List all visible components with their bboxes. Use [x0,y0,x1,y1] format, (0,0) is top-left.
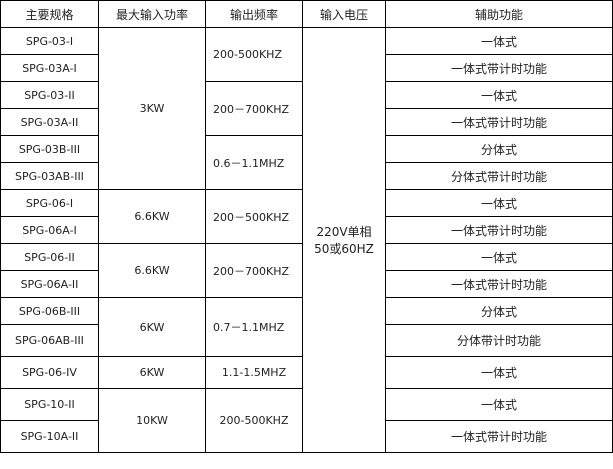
power-cell: 6KW [98,356,206,389]
frequency-cell: 200-500KHZ [205,388,303,453]
spec-cell: SPG-03A-I [0,54,99,82]
spec-cell: SPG-03AB-III [0,162,99,190]
table-row: SPG-06-IV 6KW 1.1-1.5MHZ 一体式 [0,356,613,389]
frequency-cell: 200－700KHZ [205,81,303,136]
header-spec: 主要规格 [0,0,99,28]
spec-cell: SPG-06B-III [0,297,99,325]
aux-cell: 一体式 [385,81,613,109]
aux-cell: 分体式 [385,297,613,325]
frequency-cell: 1.1-1.5MHZ [205,356,303,389]
spec-cell: SPG-03A-II [0,108,99,136]
power-cell: 6KW [98,297,206,357]
spec-cell: SPG-06A-II [0,270,99,298]
spec-cell: SPG-06-II [0,243,99,271]
spec-cell: SPG-03B-III [0,135,99,163]
table-row: SPG-06-I 6.6KW 200－500KHZ 一体式 [0,189,613,244]
table-row: SPG-06-II 6.6KW 200－700KHZ 一体式 [0,243,613,298]
table-row: SPG-03AB-III 分体式带计时功能 [0,162,613,190]
spec-cell: SPG-06A-I [0,216,99,244]
header-row: 主要规格 最大输入功率 输出频率 输入电压 辅助功能 [0,0,613,28]
aux-cell: 分体式带计时功能 [385,162,613,190]
spec-cell: SPG-06-I [0,189,99,217]
frequency-cell: 0.7－1.1MHZ [205,297,303,357]
aux-cell: 一体式 [385,388,613,421]
aux-cell: 一体式带计时功能 [385,270,613,298]
frequency-cell: 200－700KHZ [205,243,303,298]
aux-cell: 分体式 [385,135,613,163]
header-aux: 辅助功能 [385,0,613,28]
power-cell: 3KW [98,27,206,190]
spec-cell: SPG-06AB-III [0,324,99,357]
voltage-line1: 220V单相 [316,225,372,239]
aux-cell: 一体式带计时功能 [385,420,613,453]
voltage-cell: 220V单相 50或60HZ [302,27,386,453]
aux-cell: 一体式 [385,27,613,55]
table-row: SPG-06AB-III 分体带计时功能 [0,324,613,357]
voltage-line2: 50或60HZ [314,242,374,256]
table-row: SPG-03-II 200－700KHZ 一体式 [0,81,613,136]
spec-table: 主要规格 最大输入功率 输出频率 输入电压 辅助功能 SPG-03-I 3KW … [0,0,613,453]
aux-cell: 一体式带计时功能 [385,216,613,244]
table-row: SPG-03B-III 0.6－1.1MHZ 分体式 [0,135,613,190]
header-power: 最大输入功率 [98,0,206,28]
spec-cell: SPG-03-II [0,81,99,109]
table-row: SPG-03A-I 一体式带计时功能 [0,54,613,82]
table-row: SPG-06B-III 6KW 0.7－1.1MHZ 分体式 [0,297,613,357]
aux-cell: 一体式 [385,189,613,217]
aux-cell: 一体式带计时功能 [385,108,613,136]
table-row: SPG-10A-II 一体式带计时功能 [0,420,613,453]
header-frequency: 输出频率 [205,0,303,28]
aux-cell: 一体式 [385,243,613,271]
table-row: SPG-03A-II 一体式带计时功能 [0,108,613,136]
aux-cell: 一体式带计时功能 [385,54,613,82]
power-cell: 6.6KW [98,243,206,298]
frequency-cell: 200－500KHZ [205,189,303,244]
aux-cell: 分体带计时功能 [385,324,613,357]
header-voltage: 输入电压 [302,0,386,28]
spec-cell: SPG-06-IV [0,356,99,389]
spec-cell: SPG-10-II [0,388,99,421]
frequency-cell: 200-500KHZ [205,27,303,82]
spec-cell: SPG-10A-II [0,420,99,453]
frequency-cell: 0.6－1.1MHZ [205,135,303,190]
power-cell: 6.6KW [98,189,206,244]
table-row: SPG-06A-II 一体式带计时功能 [0,270,613,298]
power-cell: 10KW [98,388,206,453]
table-row: SPG-03-I 3KW 200-500KHZ 220V单相 50或60HZ 一体… [0,27,613,453]
aux-cell: 一体式 [385,356,613,389]
spec-cell: SPG-03-I [0,27,99,55]
